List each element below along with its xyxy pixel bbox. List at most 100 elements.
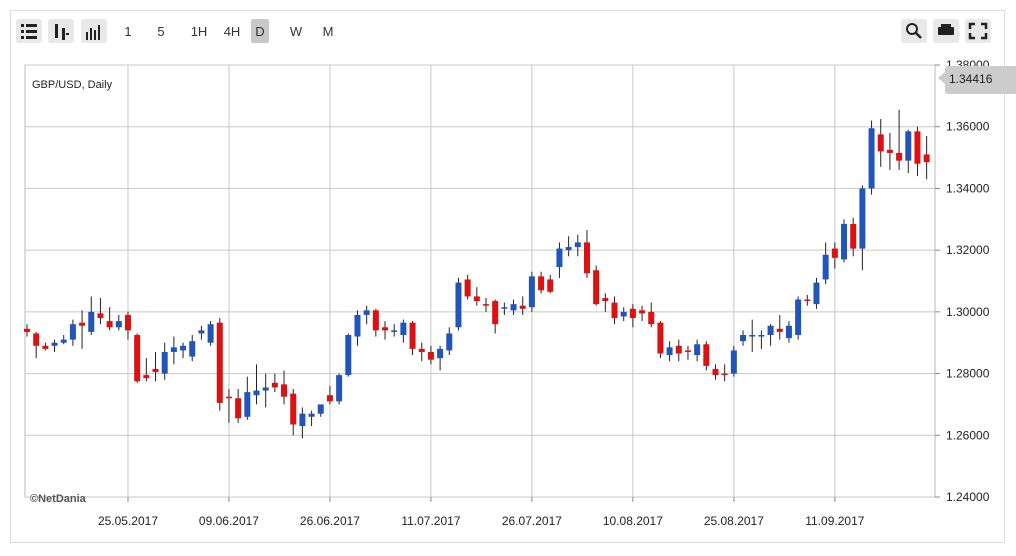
- candle-body: [427, 351, 434, 360]
- interval-button[interactable]: 4H: [224, 24, 241, 39]
- candle-body: [170, 347, 177, 352]
- candle-body: [42, 345, 49, 349]
- candle-body: [446, 333, 453, 351]
- candle-body: [547, 279, 554, 292]
- candle-body: [455, 282, 462, 328]
- candle-body: [326, 395, 333, 402]
- candle-body: [583, 242, 590, 274]
- interval-button[interactable]: 5: [157, 24, 164, 39]
- candle-body: [473, 296, 480, 302]
- candle-body: [749, 335, 756, 337]
- candle-body: [776, 328, 783, 332]
- candle-body: [639, 310, 646, 314]
- candle-body: [372, 310, 379, 331]
- frame: [10, 10, 1005, 543]
- candle-body: [886, 149, 893, 153]
- candle-body: [336, 375, 343, 402]
- candle-body: [905, 131, 912, 161]
- candle-body: [510, 304, 517, 311]
- candle-body: [79, 322, 86, 326]
- candle-body: [822, 254, 829, 280]
- fullscreen-button[interactable]: [965, 19, 991, 43]
- candle-body: [923, 154, 930, 163]
- candle-body: [391, 330, 398, 332]
- price-tag-label: 1.34416: [949, 72, 993, 86]
- candle-body: [464, 279, 471, 297]
- candle-body: [657, 322, 664, 354]
- interval-button[interactable]: W: [290, 24, 303, 39]
- price-tag: [945, 66, 1016, 94]
- candle-body: [152, 368, 159, 373]
- candle-body: [795, 299, 802, 335]
- x-tick-label: 25.05.2017: [98, 514, 158, 528]
- candle-body: [69, 324, 76, 340]
- candle-body: [492, 301, 499, 325]
- candle-body: [317, 404, 324, 414]
- candle-body: [409, 322, 416, 349]
- candle-body: [767, 325, 774, 335]
- candle-body: [684, 350, 691, 352]
- candle-body: [896, 152, 903, 161]
- candle-body: [382, 327, 389, 331]
- candle-body: [648, 311, 655, 325]
- x-tick-label: 26.06.2017: [300, 514, 360, 528]
- x-tick-label: 11.07.2017: [401, 514, 460, 528]
- candle-body: [235, 398, 242, 419]
- candle-body: [60, 339, 67, 343]
- candle-body: [161, 351, 168, 374]
- candle-body: [124, 314, 131, 331]
- candle-body: [253, 390, 260, 396]
- candle-body: [216, 322, 223, 403]
- candle-body: [400, 322, 407, 335]
- candle-body: [106, 321, 113, 328]
- candle-body: [97, 313, 104, 319]
- interval-button[interactable]: 1H: [191, 24, 208, 39]
- candle-body: [207, 324, 214, 343]
- candle-body: [675, 345, 682, 354]
- candle-body: [740, 335, 747, 342]
- y-tick-label: 1.24000: [946, 490, 990, 504]
- candle-body: [33, 333, 40, 346]
- zoom-button[interactable]: [901, 19, 927, 43]
- candle-button[interactable]: [48, 19, 74, 43]
- candle-body: [51, 342, 58, 346]
- toolbar-icons: [16, 19, 991, 43]
- y-tick-label: 1.26000: [946, 428, 990, 442]
- candle-body: [189, 341, 196, 357]
- candle-body: [281, 384, 288, 397]
- candle-body: [602, 297, 609, 302]
- candle-body: [868, 128, 875, 189]
- candle-body: [180, 345, 187, 351]
- candle-body: [813, 282, 820, 305]
- x-tick-label: 09.06.2017: [199, 514, 259, 528]
- candle-body: [574, 242, 581, 248]
- candle-body: [290, 393, 297, 425]
- interval-button[interactable]: 1: [124, 24, 131, 39]
- candle-body: [262, 387, 269, 391]
- candle-body: [556, 248, 563, 268]
- x-tick-label: 11.09.2017: [805, 514, 864, 528]
- interval-button[interactable]: D: [255, 24, 264, 39]
- watermark: ©NetDania: [30, 493, 87, 505]
- candle-body: [758, 335, 765, 337]
- candle-body: [666, 347, 673, 356]
- candle-body: [528, 276, 535, 308]
- candle-body: [345, 335, 352, 376]
- candle-body: [877, 134, 884, 152]
- candle-body: [363, 310, 370, 315]
- candle-body: [418, 348, 425, 352]
- candle-body: [804, 299, 811, 302]
- y-tick-label: 1.32000: [946, 243, 990, 257]
- candle-body: [501, 307, 508, 309]
- interval-button[interactable]: M: [323, 24, 334, 39]
- candle-body: [850, 223, 857, 249]
- candle-body: [354, 314, 361, 337]
- chart-title: GBP/USD, Daily: [32, 79, 113, 91]
- candle-body: [115, 321, 122, 328]
- candle-body: [785, 325, 792, 339]
- candle-body: [244, 392, 251, 417]
- candle-body: [143, 375, 150, 379]
- candle-body: [299, 413, 306, 427]
- candle-body: [271, 382, 278, 388]
